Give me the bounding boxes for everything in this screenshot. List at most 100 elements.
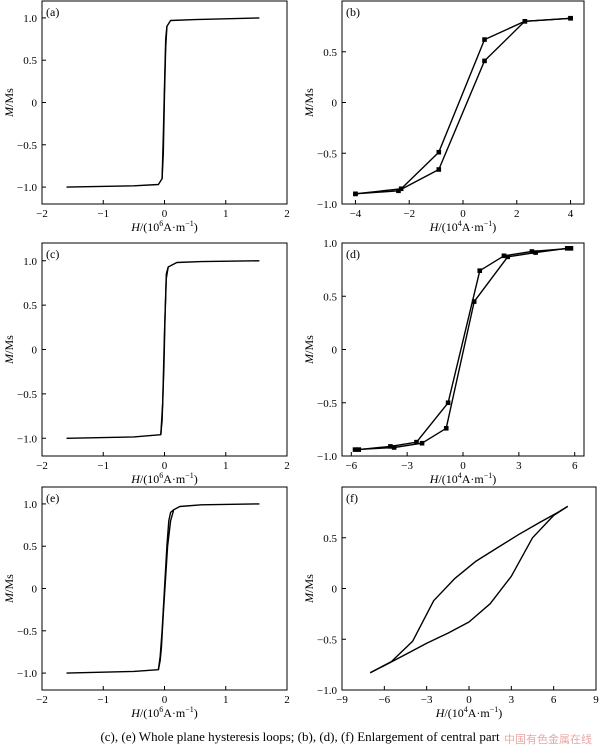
y-axis-label: M/Ms (302, 574, 316, 604)
x-tick-label: −2 (36, 694, 48, 706)
x-tick-label: −1 (97, 694, 109, 706)
x-tick-label: 0 (466, 694, 472, 706)
x-tick-label: 0 (460, 460, 466, 472)
panel-label: (b) (346, 5, 360, 19)
x-tick-label: −2 (36, 460, 48, 472)
data-point (443, 426, 449, 431)
x-tick-label: −1 (97, 460, 109, 472)
data-point (396, 188, 401, 194)
series-line (355, 17, 571, 195)
data-point (414, 439, 419, 445)
y-tick-label: −0.5 (317, 634, 337, 646)
x-tick-label: 2 (284, 694, 290, 706)
chart-panel: −2 −1 0 1 2 −1.0 −0.5 0 0.5 1.0 (a) H/(106A·m−1) M/M… (2, 0, 290, 234)
data-point (471, 299, 477, 304)
panel-label: (a) (46, 5, 59, 19)
x-axis-label: H/(104A·m−1) (429, 219, 497, 234)
data-point (529, 249, 535, 254)
data-point (352, 447, 358, 452)
data-point (482, 37, 487, 42)
data-point (477, 268, 483, 273)
x-tick-label: −3 (421, 694, 433, 706)
y-tick-label: −0.5 (17, 626, 37, 638)
x-tick-label: 2 (284, 460, 290, 472)
y-tick-label: 0 (332, 98, 338, 110)
x-tick-label: −3 (401, 460, 413, 472)
data-point (419, 440, 425, 446)
y-tick-label: 0.5 (23, 300, 37, 312)
y-tick-label: 1.0 (23, 256, 37, 268)
x-tick-label: −4 (350, 208, 362, 220)
panel-label: (d) (346, 247, 360, 261)
y-axis-label: M/Ms (2, 88, 16, 118)
data-point (388, 444, 393, 449)
series-line (66, 503, 260, 674)
y-tick-label: 1.0 (23, 499, 37, 511)
data-point (568, 246, 574, 251)
chart-panel: −9 −6 −3 0 3 6 9 −1.0 −0.5 0 0.5 (f) H/(104A·m−1) M/M… (302, 486, 599, 720)
data-point (533, 250, 538, 255)
x-tick-label: 1 (223, 694, 229, 706)
x-tick-label: 0 (162, 460, 168, 472)
panel-label: (e) (46, 491, 59, 505)
x-tick-label: 3 (509, 694, 515, 706)
data-point (522, 19, 528, 24)
figure: −2 −1 0 1 2 −1.0 −0.5 0 0.5 1.0 (a) H/(106A·m−1) M/M… (2, 0, 599, 720)
y-axis-label: M/Ms (2, 335, 16, 365)
data-point (501, 253, 507, 259)
x-axis-label: H/(104A·m−1) (435, 705, 503, 720)
data-point (505, 254, 510, 260)
x-tick-label: 4 (568, 208, 574, 220)
plot-frame (341, 0, 585, 205)
x-tick-label: 0 (460, 208, 466, 220)
data-point (398, 186, 404, 192)
y-tick-label: 0 (32, 345, 38, 357)
y-tick-label: −1.0 (17, 668, 37, 680)
series-line (157, 509, 175, 670)
x-tick-label: 1 (223, 208, 229, 220)
y-tick-label: 1.0 (23, 13, 37, 25)
data-point (445, 400, 451, 406)
y-tick-label: 0.5 (23, 55, 37, 67)
x-tick-label: 0 (162, 694, 168, 706)
panel-label: (c) (46, 247, 59, 261)
y-tick-label: −1.0 (17, 182, 37, 194)
panel-label: (f) (346, 491, 358, 505)
data-point (436, 167, 442, 172)
y-tick-label: 0.5 (323, 291, 337, 303)
series-line (358, 247, 572, 451)
x-axis-label: H/(104A·m−1) (429, 471, 497, 486)
y-tick-label: −1.0 (317, 451, 337, 463)
y-axis-label: M/Ms (302, 335, 316, 365)
y-tick-label: −0.5 (317, 398, 337, 410)
series-line (369, 505, 569, 674)
x-tick-label: −2 (36, 208, 48, 220)
series-line (355, 17, 571, 195)
y-tick-label: 1.0 (323, 238, 337, 250)
x-tick-label: −9 (336, 694, 348, 706)
watermark: 中国有色金属在线 (504, 733, 592, 746)
x-tick-label: 9 (593, 694, 599, 706)
x-axis-label: H/(106A·m−1) (130, 219, 198, 234)
y-axis-label: M/Ms (2, 574, 16, 604)
y-tick-label: −1.0 (17, 433, 37, 445)
data-point (568, 15, 573, 21)
x-tick-label: −2 (403, 208, 415, 220)
series-line (160, 266, 169, 435)
data-point (353, 191, 358, 197)
x-tick-label: 2 (514, 208, 520, 220)
chart-panel: −2 −1 0 1 2 −1.0 −0.5 0 0.5 1.0 (e) H/(106A·m−1) M/M… (2, 486, 290, 720)
x-tick-label: 1 (223, 460, 229, 472)
y-tick-label: −0.5 (317, 148, 337, 160)
y-tick-label: 0.5 (323, 533, 337, 545)
plot-frame (341, 486, 597, 691)
y-tick-label: −1.0 (317, 685, 337, 697)
x-tick-label: 0 (162, 208, 168, 220)
data-point (356, 447, 362, 452)
x-tick-label: −1 (97, 208, 109, 220)
y-tick-label: 0 (32, 98, 38, 110)
y-tick-label: −1.0 (317, 199, 337, 211)
data-point (436, 149, 442, 155)
x-axis-label: H/(106A·m−1) (130, 471, 198, 486)
y-tick-label: 0 (332, 584, 338, 596)
